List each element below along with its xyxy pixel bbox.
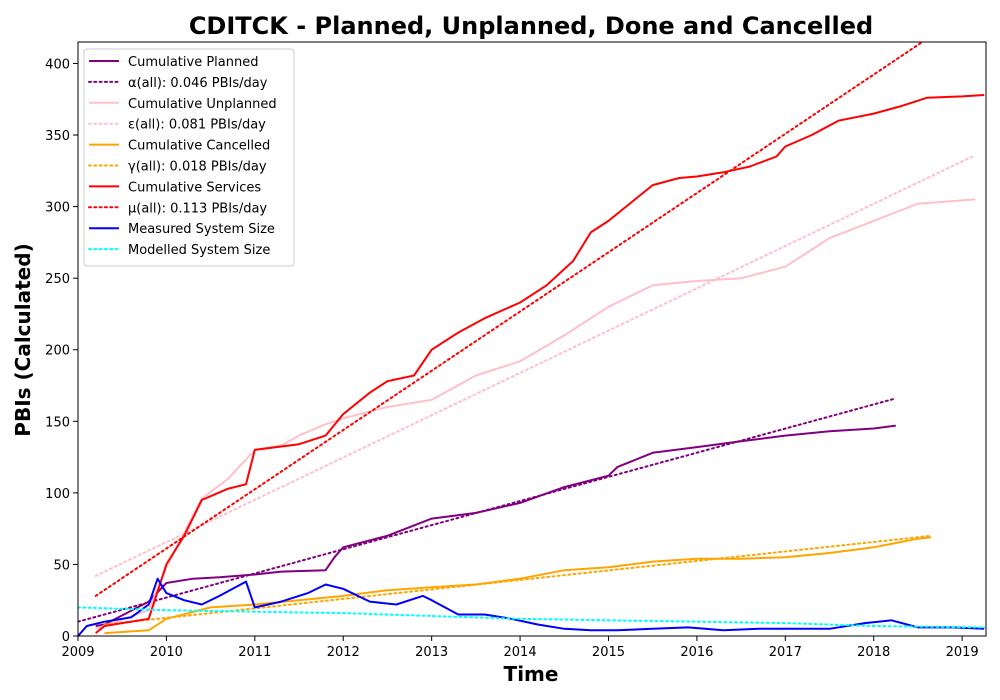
y-tick-label: 350 — [45, 129, 70, 144]
series-line-measured-system-size — [78, 577, 985, 636]
legend-label-modelled-system-size: Modelled System Size — [128, 243, 270, 258]
x-tick-label: 2012 — [327, 645, 360, 660]
x-tick-label: 2019 — [946, 645, 979, 660]
y-tick-label: 100 — [45, 487, 70, 502]
chart-title: CDITCK - Planned, Unplanned, Done and Ca… — [189, 12, 873, 40]
y-tick-label: 400 — [45, 57, 70, 72]
series-line-cumulative-services — [95, 94, 985, 634]
plot-area — [78, 42, 986, 636]
x-tick-label: 2010 — [150, 645, 183, 660]
x-tick-label: 2009 — [61, 645, 94, 660]
legend-label-all-0-113-pbis-day: μ(all): 0.113 PBIs/day — [128, 201, 267, 216]
legend-label-all-0-018-pbis-day: γ(all): 0.018 PBIs/day — [128, 160, 267, 175]
x-tick-label: 2011 — [238, 645, 271, 660]
legend-label-all-0-046-pbis-day: α(all): 0.046 PBIs/day — [128, 76, 268, 91]
series-line-all-0-081-pbis-day — [94, 154, 977, 577]
legend-label-cumulative-planned: Cumulative Planned — [128, 55, 258, 70]
y-tick-label: 250 — [45, 272, 70, 287]
series-line-all-0-113-pbis-day — [94, 42, 924, 597]
x-tick-label: 2016 — [680, 645, 713, 660]
x-tick-label: 2018 — [857, 645, 890, 660]
series-line-all-0-018-pbis-day — [103, 534, 933, 626]
x-tick-label: 2013 — [415, 645, 448, 660]
legend-label-all-0-081-pbis-day: ε(all): 0.081 PBIs/day — [128, 118, 266, 133]
legend-box — [83, 48, 295, 267]
series-line-cumulative-unplanned — [95, 198, 976, 630]
legend-label-cumulative-unplanned: Cumulative Unplanned — [128, 97, 277, 112]
legend-label-cumulative-services: Cumulative Services — [128, 180, 261, 195]
series-line-all-0-046-pbis-day — [78, 397, 897, 623]
axes: 2009 2010 2011 2012 2013 2014 2015 2016 2017 2018… — [45, 41, 987, 660]
y-tick-label: 150 — [45, 415, 70, 430]
legend-label-measured-system-size: Measured System Size — [128, 222, 275, 237]
plot-frame — [77, 41, 987, 637]
x-tick-label: 2017 — [769, 645, 802, 660]
series-line-cumulative-cancelled — [104, 536, 932, 635]
legend-label-cumulative-cancelled: Cumulative Cancelled — [128, 139, 270, 154]
x-tick-label: 2014 — [504, 645, 537, 660]
x-tick-label: 2015 — [592, 645, 625, 660]
y-tick-label: 300 — [45, 201, 70, 216]
y-tick-label: 0 — [62, 630, 70, 645]
y-tick-label: 50 — [53, 558, 70, 573]
y-axis-label: PBIs (Calculated) — [11, 243, 35, 436]
legend: Cumulative Planned α(all): 0.046 PBIs/day… — [83, 48, 295, 267]
series-line-cumulative-planned — [95, 424, 896, 627]
x-axis-label: Time — [504, 662, 559, 686]
series-line-modelled-system-size — [78, 606, 986, 629]
y-tick-label: 200 — [45, 344, 70, 359]
